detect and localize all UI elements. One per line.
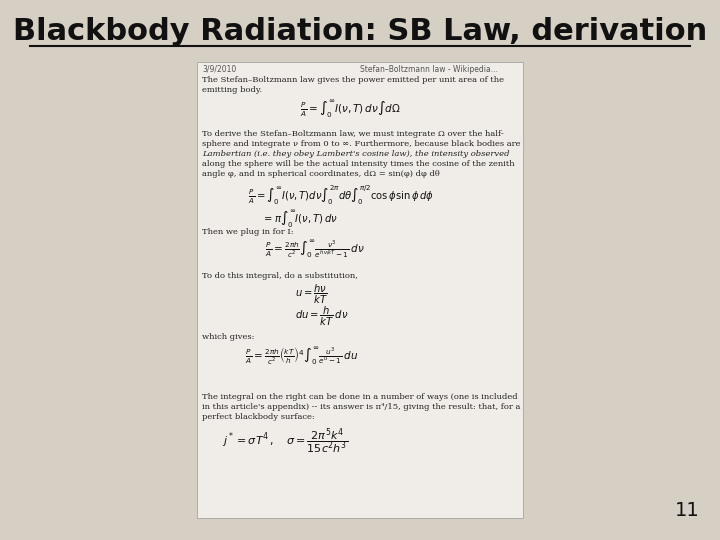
Text: Blackbody Radiation: SB Law, derivation: Blackbody Radiation: SB Law, derivation [13, 17, 707, 46]
Bar [197, 62, 523, 518]
Text: Then we plug in for I:: Then we plug in for I: [202, 228, 294, 236]
Text: To do this integral, do a substitution,: To do this integral, do a substitution, [202, 272, 358, 280]
Text: Lambertian (i.e. they obey Lambert's cosine law), the intensity observed: Lambertian (i.e. they obey Lambert's cos… [202, 150, 510, 158]
Text: $u = \dfrac{h\nu}{kT}$: $u = \dfrac{h\nu}{kT}$ [295, 283, 328, 306]
Text: The Stefan–Boltzmann law gives the power emitted per unit area of the: The Stefan–Boltzmann law gives the power… [202, 76, 504, 84]
Text: $\frac{P}{A} = \frac{2\pi h}{c^2} \int_0^{\infty} \frac{\nu^3}{e^{\,h\nu/kT} - 1: $\frac{P}{A} = \frac{2\pi h}{c^2} \int_0… [265, 238, 364, 260]
Text: To derive the Stefan–Boltzmann law, we must integrate Ω over the half-: To derive the Stefan–Boltzmann law, we m… [202, 130, 504, 138]
Text: emitting body.: emitting body. [202, 86, 262, 94]
Text: $\frac{P}{A} = \int_0^{\infty} I(\nu, T)\,d\nu \int d\Omega$: $\frac{P}{A} = \int_0^{\infty} I(\nu, T)… [300, 98, 401, 120]
Text: $du = \dfrac{h}{kT}\,d\nu$: $du = \dfrac{h}{kT}\,d\nu$ [295, 305, 348, 328]
Text: along the sphere will be the actual intensity times the cosine of the zenith: along the sphere will be the actual inte… [202, 160, 515, 168]
Text: $\frac{P}{A} = \frac{2\pi h}{c^2}\left(\frac{kT}{h}\right)^4 \int_0^{\infty} \fr: $\frac{P}{A} = \frac{2\pi h}{c^2}\left(\… [245, 345, 358, 367]
Text: The integral on the right can be done in a number of ways (one is included: The integral on the right can be done in… [202, 393, 518, 401]
Text: which gives:: which gives: [202, 333, 254, 341]
Text: $\frac{P}{A} = \int_0^{\infty} I(\nu,T)d\nu \int_0^{2\pi} d\theta \int_0^{\pi/2}: $\frac{P}{A} = \int_0^{\infty} I(\nu,T)d… [248, 183, 434, 207]
Text: 3/9/2010: 3/9/2010 [202, 65, 236, 74]
Text: sphere and integrate ν from 0 to ∞. Furthermore, because black bodies are: sphere and integrate ν from 0 to ∞. Furt… [202, 140, 521, 148]
Text: angle φ, and in spherical coordinates, dΩ = sin(φ) dφ dθ: angle φ, and in spherical coordinates, d… [202, 170, 440, 178]
Text: $= \pi \int_0^{\infty} I(\nu, T)\,d\nu$: $= \pi \int_0^{\infty} I(\nu, T)\,d\nu$ [262, 208, 338, 230]
Text: in this article's appendix) -- its answer is π⁴/15, giving the result: that, for: in this article's appendix) -- its answe… [202, 403, 521, 411]
Text: perfect blackbody surface:: perfect blackbody surface: [202, 413, 315, 421]
Text: Stefan–Boltzmann law - Wikipedia...: Stefan–Boltzmann law - Wikipedia... [360, 65, 498, 74]
Text: 11: 11 [675, 501, 700, 520]
Text: $j^* = \sigma T^4\,,\quad \sigma = \dfrac{2\pi^5 k^4}{15c^2 h^3}$: $j^* = \sigma T^4\,,\quad \sigma = \dfra… [222, 426, 348, 456]
